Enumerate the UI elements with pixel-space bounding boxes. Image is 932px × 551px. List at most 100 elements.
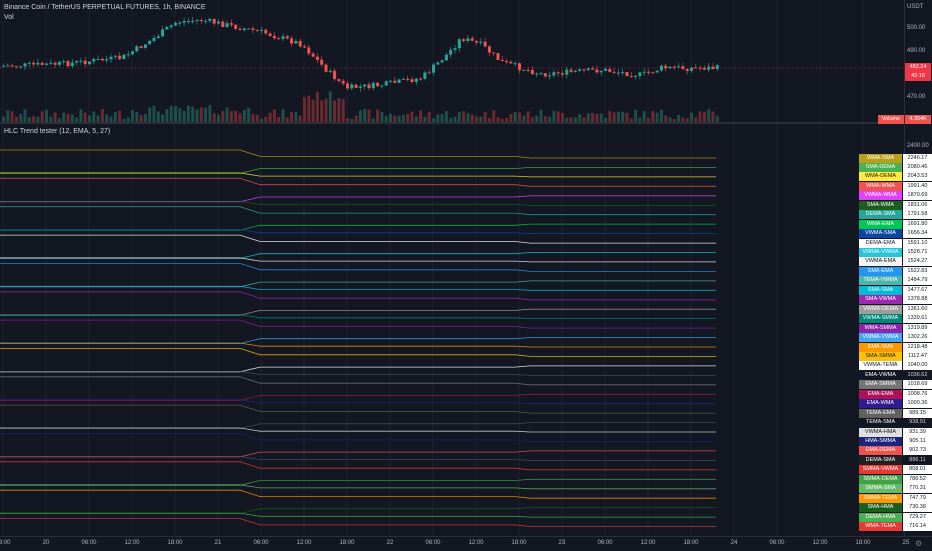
indicator-pane[interactable] [0,124,932,536]
volume-bar [27,117,31,122]
candle-body [320,59,324,65]
volume-bar [487,118,491,122]
volume-bar [126,117,130,122]
indicator-line-label: EMA-SMA [859,342,902,352]
time-tick: 20 [42,540,50,546]
candle-body [612,71,616,73]
volume-bar [294,111,298,122]
candle-body [436,62,440,65]
indicator-series-line [0,195,716,203]
candle-body [694,67,698,69]
candle-body [191,20,195,22]
volume-bar [539,109,543,122]
volume-bar [169,105,173,122]
volume-bar [40,111,44,122]
time-tick: 24 [730,540,738,546]
indicator-line-value: 938.91 [903,418,932,428]
candle-body [118,55,122,60]
volume-bar [371,118,375,122]
candle-body [212,18,216,24]
candle-body [621,72,625,74]
candle-body [272,35,276,39]
volume-bar [565,117,569,122]
time-axis[interactable] [0,536,932,551]
candle-body [285,36,289,39]
indicator-line-label: DEMA-SMA [859,210,902,220]
candle-body [100,58,104,61]
symbol-title[interactable]: Binance Coin / TetherUS PERPETUAL FUTURE… [4,4,206,11]
volume-bar [165,108,169,122]
indicator-line-label: EMA-SMMA [859,380,902,390]
candlestick-chart[interactable] [0,0,904,122]
candle-body [599,70,603,73]
candle-body [702,68,706,70]
volume-bar [337,97,341,122]
indicator-line-label: TEMA-VWMA [859,276,902,286]
candle-body [204,20,208,22]
candle-body [410,79,414,83]
candle-body [23,63,27,67]
volume-legend[interactable]: Vol [4,14,14,21]
indicator-series-line [0,433,716,442]
indicator-series-line [0,149,716,159]
time-tick: 21 [214,540,222,546]
candle-body [371,82,375,89]
candle-body [543,73,547,77]
indicator-line-label: TEMA-SMA [859,418,902,428]
pane-separator[interactable] [0,122,932,124]
candle-body [311,53,315,57]
indicator-series-line [0,399,716,405]
candle-body [526,69,530,71]
candle-body [423,72,427,79]
candle-body [595,69,599,73]
candle-body [432,64,435,73]
candle-body [565,69,569,75]
candle-body [255,30,259,32]
indicator-series-line [0,371,716,376]
volume-bar [591,112,595,122]
indicator-line-label: WMA-SMMA [859,323,902,333]
volume-bar [122,118,126,122]
volume-bar [10,111,14,122]
volume-bar [199,107,203,122]
indicator-series-line [0,223,716,231]
volume-bar [242,109,246,122]
candle-body [53,62,57,65]
volume-bar [320,100,324,122]
volume-bar [543,115,547,122]
volume-bar [582,117,586,122]
volume-bar [363,109,367,122]
price-pane[interactable] [0,0,932,122]
volume-bar [285,117,289,122]
volume-bar [186,105,190,122]
volume-bar [152,105,156,122]
indicator-line-value: 902.73 [903,446,932,456]
candle-body [350,84,354,89]
time-tick: 06:00 [425,540,441,546]
volume-bar [530,117,534,122]
candle-body [156,36,160,38]
volume-bar [354,115,358,122]
volume-bar [436,114,440,122]
indicator-line-value: 1319.89 [903,323,932,333]
indicator-title[interactable]: HLC Trend tester (12, EMA, 5, 27) [4,128,111,135]
volume-bar [668,117,672,122]
candle-body [569,69,573,72]
candle-body [113,55,117,57]
volume-bar [444,111,448,122]
settings-gear-icon[interactable]: ⚙ [915,539,923,548]
price-tick: 490.00 [907,48,926,54]
indicator-line-value: 1361.60 [903,304,932,314]
candle-body [367,84,371,89]
candle-body [561,73,564,75]
volume-bar [212,113,216,122]
volume-bar [350,118,354,122]
candle-body [182,21,186,23]
volume-bar [500,118,504,122]
volume-bar [281,109,285,122]
candle-body [152,37,156,41]
indicator-lines[interactable] [0,124,904,536]
candle-body [195,20,199,22]
price-tick: 500.00 [907,25,926,31]
candle-body [475,40,478,43]
